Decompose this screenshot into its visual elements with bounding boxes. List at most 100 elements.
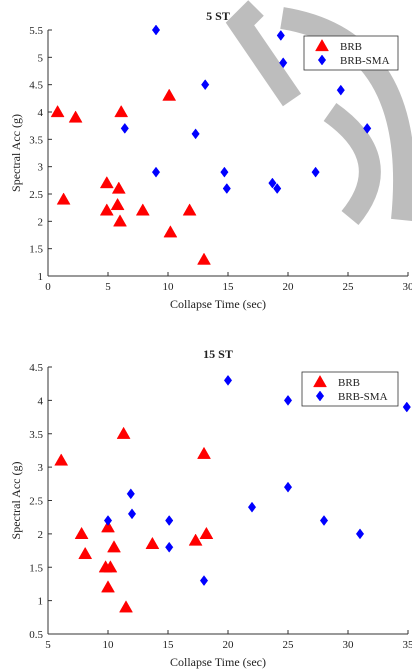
- legend-box: [303, 35, 399, 71]
- brb-sma-point: [336, 84, 345, 96]
- y-tick-label: 2.5: [29, 189, 43, 201]
- legend-marker-1: [315, 38, 329, 52]
- brb-sma-point: [355, 528, 365, 540]
- x-tick-label: 30: [343, 639, 355, 651]
- brb-point: [116, 426, 131, 439]
- legend-marker-1: [313, 374, 327, 388]
- y-tick-label: 5: [38, 52, 44, 64]
- x-tick-label: 20: [223, 639, 235, 651]
- brb-point: [182, 203, 197, 216]
- brb-sma-point: [126, 488, 135, 500]
- brb-sma-point: [247, 501, 257, 513]
- brb-point: [110, 197, 125, 211]
- brb-sma-point: [363, 122, 372, 134]
- y-tick-label: 4: [38, 107, 44, 119]
- y-tick-label: 4.5: [29, 80, 43, 92]
- x-tick-label: 10: [163, 281, 175, 293]
- brb-sma-point: [165, 541, 174, 553]
- legend-marker-2: [315, 390, 325, 402]
- brb-point: [114, 104, 129, 118]
- brb-point: [78, 546, 93, 560]
- y-tick-label: 1: [38, 271, 44, 283]
- x-tick-label: 25: [283, 639, 295, 651]
- y-axis-label: Spectral Acc (g): [9, 462, 23, 540]
- brb-sma-point: [151, 24, 161, 36]
- brb-point: [197, 252, 211, 265]
- brb-point: [68, 110, 83, 123]
- y-axis-label: Spectral Acc (g): [9, 114, 23, 192]
- brb-sma-point: [151, 166, 161, 178]
- brb-point: [119, 600, 133, 613]
- chart-panel-1: 0 5 10 15 20 25 30 1 1.5 2 2.5 3 3.5 4 4.5 5 5.5 5 ST Coll…: [9, 9, 412, 311]
- brb-point: [50, 104, 65, 118]
- brb-sma-point: [311, 166, 320, 178]
- brb-point: [101, 580, 115, 593]
- brb-sma-point: [201, 79, 210, 91]
- brb-point: [188, 533, 203, 546]
- brb-point: [163, 225, 178, 238]
- brb-sma-point: [273, 183, 282, 194]
- y-tick-label: 1.5: [29, 244, 43, 256]
- brb-sma-point: [223, 374, 233, 386]
- brb-point: [103, 560, 118, 573]
- brb-point: [99, 176, 114, 189]
- brb-sma-point: [127, 508, 137, 520]
- x-tick-label: 5: [105, 281, 111, 293]
- x-tick-label: 0: [45, 281, 51, 293]
- y-tick-label: 2.5: [29, 496, 43, 508]
- brb-point: [145, 536, 160, 550]
- brb-point: [74, 526, 89, 539]
- chart-title: 15 ST: [203, 347, 233, 361]
- brb-sma-point: [220, 166, 229, 178]
- legend-label-2: BRB-SMA: [338, 391, 388, 403]
- brb-sma-point: [191, 128, 200, 140]
- brb-sma-point: [268, 177, 277, 189]
- x-tick-label: 15: [223, 281, 235, 293]
- x-tick-label: 15: [163, 639, 175, 651]
- watermark-shape: [225, 0, 412, 226]
- brb-point: [162, 88, 177, 101]
- brb-point: [135, 203, 150, 216]
- y-tick-label: 3: [38, 462, 44, 474]
- brb-sma-point: [199, 575, 209, 587]
- y-tick-label: 2: [38, 529, 44, 541]
- y-tick-label: 1: [38, 596, 44, 608]
- brb-sma-point: [283, 394, 293, 406]
- chart-panel-2: 5 10 15 20 25 30 35 0.5 1 1.5 2 2.5 3 3.5 4 4.5 15 ST Col…: [9, 347, 412, 669]
- legend-marker-2: [317, 54, 327, 66]
- x-tick-label: 10: [103, 639, 115, 651]
- brb-point: [54, 453, 69, 466]
- x-axis-label: Collapse Time (sec): [170, 297, 266, 311]
- brb-point: [199, 526, 214, 539]
- y-tick-label: 1.5: [29, 562, 43, 574]
- x-tick-label: 5: [45, 639, 51, 651]
- brb-sma-point: [402, 401, 411, 413]
- brb-point: [111, 181, 126, 194]
- brb-sma-point: [319, 515, 329, 526]
- legend-box: [301, 371, 399, 407]
- x-tick-label: 30: [403, 281, 412, 293]
- brb-point: [107, 540, 121, 553]
- chart-title: 5 ST: [206, 9, 230, 23]
- x-axis-label: Collapse Time (sec): [170, 655, 266, 669]
- y-tick-label: 2: [38, 216, 44, 228]
- y-tick-label: 5.5: [29, 25, 43, 37]
- brb-sma-point: [276, 30, 285, 41]
- brb-point: [101, 520, 115, 533]
- x-tick-label: 20: [283, 281, 295, 293]
- y-tick-label: 4.5: [29, 362, 43, 374]
- y-tick-label: 3.5: [29, 134, 43, 146]
- brb-point: [99, 203, 114, 216]
- brb-point: [56, 192, 71, 205]
- legend-label-1: BRB: [340, 41, 362, 53]
- brb-sma-point: [222, 183, 231, 194]
- y-tick-label: 4: [38, 395, 44, 407]
- brb-sma-point: [279, 57, 288, 69]
- x-tick-label: 25: [343, 281, 355, 293]
- legend-label-2: BRB-SMA: [340, 55, 390, 67]
- brb-sma-point: [283, 481, 293, 493]
- x-tick-label: 35: [403, 639, 412, 651]
- legend-label-1: BRB: [338, 377, 360, 389]
- y-tick-label: 3.5: [29, 429, 43, 441]
- brb-sma-point: [165, 515, 174, 526]
